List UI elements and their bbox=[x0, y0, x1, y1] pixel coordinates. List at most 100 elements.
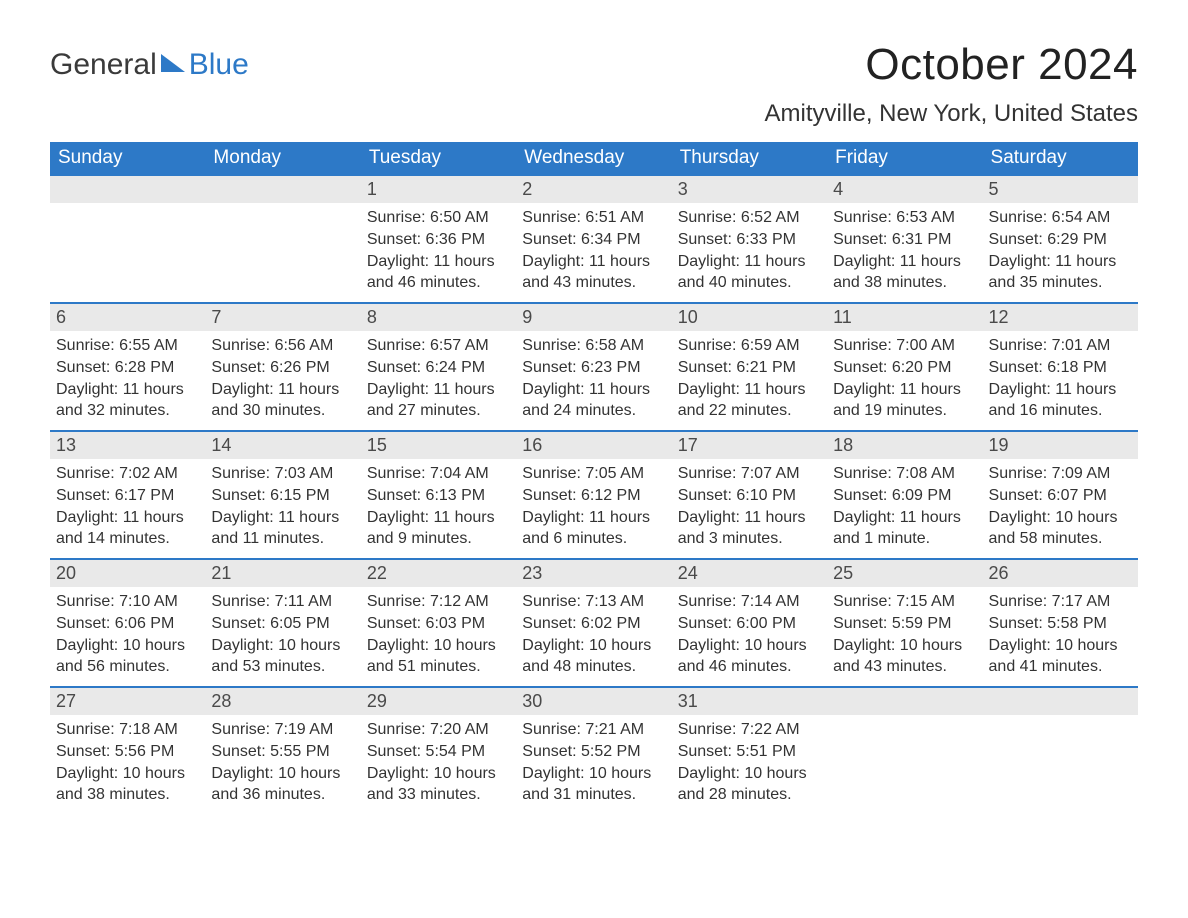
daylight-text: Daylight: 11 hours and 40 minutes. bbox=[678, 251, 821, 294]
day-number: 24 bbox=[672, 560, 827, 587]
sunrise-text: Sunrise: 7:19 AM bbox=[211, 719, 354, 741]
month-title: October 2024 bbox=[765, 40, 1139, 90]
day-body: Sunrise: 7:02 AMSunset: 6:17 PMDaylight:… bbox=[50, 459, 205, 557]
sunrise-text: Sunrise: 6:56 AM bbox=[211, 335, 354, 357]
calendar-day-cell: 17Sunrise: 7:07 AMSunset: 6:10 PMDayligh… bbox=[672, 431, 827, 559]
day-body: Sunrise: 7:10 AMSunset: 6:06 PMDaylight:… bbox=[50, 587, 205, 685]
sunset-text: Sunset: 6:03 PM bbox=[367, 613, 510, 635]
day-body: Sunrise: 6:53 AMSunset: 6:31 PMDaylight:… bbox=[827, 203, 982, 301]
daylight-text: Daylight: 10 hours and 51 minutes. bbox=[367, 635, 510, 678]
sunset-text: Sunset: 6:24 PM bbox=[367, 357, 510, 379]
calendar-table: Sunday Monday Tuesday Wednesday Thursday… bbox=[50, 142, 1138, 814]
calendar-day-cell: 18Sunrise: 7:08 AMSunset: 6:09 PMDayligh… bbox=[827, 431, 982, 559]
day-number: 4 bbox=[827, 176, 982, 203]
day-body: Sunrise: 7:05 AMSunset: 6:12 PMDaylight:… bbox=[516, 459, 671, 557]
sunrise-text: Sunrise: 6:52 AM bbox=[678, 207, 821, 229]
calendar-day-cell: 24Sunrise: 7:14 AMSunset: 6:00 PMDayligh… bbox=[672, 559, 827, 687]
day-number: 29 bbox=[361, 688, 516, 715]
sunset-text: Sunset: 5:51 PM bbox=[678, 741, 821, 763]
sunset-text: Sunset: 6:20 PM bbox=[833, 357, 976, 379]
calendar-day-cell: 5Sunrise: 6:54 AMSunset: 6:29 PMDaylight… bbox=[983, 175, 1138, 303]
day-body: Sunrise: 7:18 AMSunset: 5:56 PMDaylight:… bbox=[50, 715, 205, 813]
calendar-day-cell: 3 Sunrise: 6:52 AMSunset: 6:33 PMDaylight… bbox=[672, 175, 827, 303]
daylight-text: Daylight: 11 hours and 27 minutes. bbox=[367, 379, 510, 422]
sunrise-text: Sunrise: 7:11 AM bbox=[211, 591, 354, 613]
calendar-day-cell bbox=[50, 175, 205, 303]
calendar-day-cell: 26Sunrise: 7:17 AMSunset: 5:58 PMDayligh… bbox=[983, 559, 1138, 687]
day-body: Sunrise: 7:03 AMSunset: 6:15 PMDaylight:… bbox=[205, 459, 360, 557]
calendar-day-cell: 7Sunrise: 6:56 AMSunset: 6:26 PMDaylight… bbox=[205, 303, 360, 431]
daylight-text: Daylight: 11 hours and 43 minutes. bbox=[522, 251, 665, 294]
calendar-day-cell: 20Sunrise: 7:10 AMSunset: 6:06 PMDayligh… bbox=[50, 559, 205, 687]
sunset-text: Sunset: 6:23 PM bbox=[522, 357, 665, 379]
daylight-text: Daylight: 10 hours and 53 minutes. bbox=[211, 635, 354, 678]
day-body: Sunrise: 7:22 AMSunset: 5:51 PMDaylight:… bbox=[672, 715, 827, 813]
sunrise-text: Sunrise: 7:10 AM bbox=[56, 591, 199, 613]
daylight-text: Daylight: 11 hours and 19 minutes. bbox=[833, 379, 976, 422]
day-number: 22 bbox=[361, 560, 516, 587]
day-body: Sunrise: 6:59 AMSunset: 6:21 PMDaylight:… bbox=[672, 331, 827, 429]
day-body: Sunrise: 7:14 AMSunset: 6:00 PMDaylight:… bbox=[672, 587, 827, 685]
day-body: Sunrise: 7:13 AMSunset: 6:02 PMDaylight:… bbox=[516, 587, 671, 685]
daylight-text: Daylight: 11 hours and 30 minutes. bbox=[211, 379, 354, 422]
calendar-day-cell bbox=[827, 687, 982, 814]
sunset-text: Sunset: 6:10 PM bbox=[678, 485, 821, 507]
sunrise-text: Sunrise: 7:05 AM bbox=[522, 463, 665, 485]
sunrise-text: Sunrise: 6:54 AM bbox=[989, 207, 1132, 229]
day-body: Sunrise: 7:19 AMSunset: 5:55 PMDaylight:… bbox=[205, 715, 360, 813]
sunrise-text: Sunrise: 7:15 AM bbox=[833, 591, 976, 613]
sunrise-text: Sunrise: 7:21 AM bbox=[522, 719, 665, 741]
daylight-text: Daylight: 11 hours and 3 minutes. bbox=[678, 507, 821, 550]
day-number: 14 bbox=[205, 432, 360, 459]
daylight-text: Daylight: 10 hours and 38 minutes. bbox=[56, 763, 199, 806]
calendar-week-row: 13Sunrise: 7:02 AMSunset: 6:17 PMDayligh… bbox=[50, 431, 1138, 559]
weekday-header: Thursday bbox=[672, 142, 827, 175]
day-number: 31 bbox=[672, 688, 827, 715]
day-number: 30 bbox=[516, 688, 671, 715]
sunrise-text: Sunrise: 7:13 AM bbox=[522, 591, 665, 613]
day-body: Sunrise: 7:01 AMSunset: 6:18 PMDaylight:… bbox=[983, 331, 1138, 429]
day-body: Sunrise: 7:21 AMSunset: 5:52 PMDaylight:… bbox=[516, 715, 671, 813]
sunset-text: Sunset: 6:34 PM bbox=[522, 229, 665, 251]
sunset-text: Sunset: 6:31 PM bbox=[833, 229, 976, 251]
daylight-text: Daylight: 10 hours and 33 minutes. bbox=[367, 763, 510, 806]
daylight-text: Daylight: 10 hours and 48 minutes. bbox=[522, 635, 665, 678]
weekday-header: Friday bbox=[827, 142, 982, 175]
logo: General Blue bbox=[50, 48, 249, 82]
day-number: 3 bbox=[672, 176, 827, 203]
calendar-day-cell: 2Sunrise: 6:51 AMSunset: 6:34 PMDaylight… bbox=[516, 175, 671, 303]
calendar-day-cell: 22 Sunrise: 7:12 AMSunset: 6:03 PMDayligh… bbox=[361, 559, 516, 687]
day-body: Sunrise: 7:00 AMSunset: 6:20 PMDaylight:… bbox=[827, 331, 982, 429]
calendar-day-cell: 28Sunrise: 7:19 AMSunset: 5:55 PMDayligh… bbox=[205, 687, 360, 814]
day-body: Sunrise: 7:15 AMSunset: 5:59 PMDaylight:… bbox=[827, 587, 982, 685]
day-body: Sunrise: 7:20 AMSunset: 5:54 PMDaylight:… bbox=[361, 715, 516, 813]
sunrise-text: Sunrise: 7:04 AM bbox=[367, 463, 510, 485]
daylight-text: Daylight: 10 hours and 41 minutes. bbox=[989, 635, 1132, 678]
daylight-text: Daylight: 11 hours and 9 minutes. bbox=[367, 507, 510, 550]
sunrise-text: Sunrise: 6:50 AM bbox=[367, 207, 510, 229]
day-number: 21 bbox=[205, 560, 360, 587]
calendar-day-cell: 15Sunrise: 7:04 AMSunset: 6:13 PMDayligh… bbox=[361, 431, 516, 559]
daylight-text: Daylight: 10 hours and 43 minutes. bbox=[833, 635, 976, 678]
sunrise-text: Sunrise: 6:53 AM bbox=[833, 207, 976, 229]
day-body: Sunrise: 6:57 AMSunset: 6:24 PMDaylight:… bbox=[361, 331, 516, 429]
day-body: Sunrise: 7:09 AMSunset: 6:07 PMDaylight:… bbox=[983, 459, 1138, 557]
calendar-day-cell: 31Sunrise: 7:22 AMSunset: 5:51 PMDayligh… bbox=[672, 687, 827, 814]
day-number: 16 bbox=[516, 432, 671, 459]
sunset-text: Sunset: 6:33 PM bbox=[678, 229, 821, 251]
sunrise-text: Sunrise: 6:59 AM bbox=[678, 335, 821, 357]
sunset-text: Sunset: 5:56 PM bbox=[56, 741, 199, 763]
day-body: Sunrise: 6:54 AMSunset: 6:29 PMDaylight:… bbox=[983, 203, 1138, 301]
day-number: 12 bbox=[983, 304, 1138, 331]
sunset-text: Sunset: 6:13 PM bbox=[367, 485, 510, 507]
sunset-text: Sunset: 6:21 PM bbox=[678, 357, 821, 379]
sunset-text: Sunset: 6:07 PM bbox=[989, 485, 1132, 507]
daylight-text: Daylight: 11 hours and 46 minutes. bbox=[367, 251, 510, 294]
sunrise-text: Sunrise: 7:00 AM bbox=[833, 335, 976, 357]
calendar-day-cell: 30Sunrise: 7:21 AMSunset: 5:52 PMDayligh… bbox=[516, 687, 671, 814]
day-number: 11 bbox=[827, 304, 982, 331]
daylight-text: Daylight: 11 hours and 14 minutes. bbox=[56, 507, 199, 550]
daylight-text: Daylight: 11 hours and 16 minutes. bbox=[989, 379, 1132, 422]
day-body: Sunrise: 7:04 AMSunset: 6:13 PMDaylight:… bbox=[361, 459, 516, 557]
sunrise-text: Sunrise: 7:12 AM bbox=[367, 591, 510, 613]
